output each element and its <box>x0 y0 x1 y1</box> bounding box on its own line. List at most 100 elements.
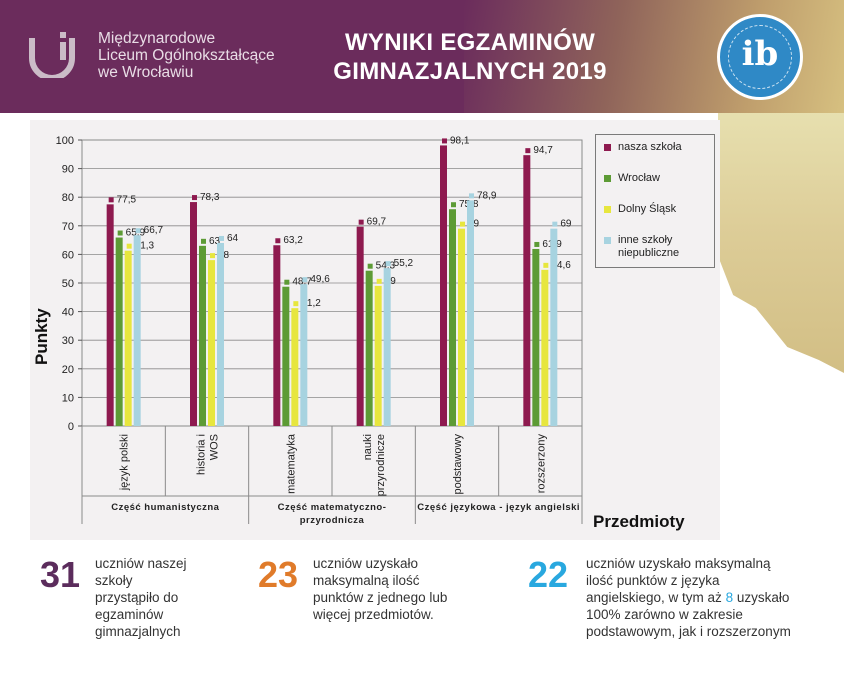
header-banner: Międzynarodowe Liceum Ogólnokształcące w… <box>0 0 844 113</box>
group-label: Część językowa - język angielski <box>417 502 580 513</box>
school-name-line: Międzynarodowe <box>98 30 216 47</box>
data-label-marker <box>201 238 206 244</box>
data-label: 69,7 <box>367 217 387 228</box>
data-label-marker <box>442 138 447 144</box>
data-label-marker <box>469 193 474 199</box>
data-label: 94,7 <box>533 145 553 156</box>
stat-text-line: punktów z jednego lub <box>313 590 448 605</box>
bar-chart: 0 10 20 30 40 50 60 70 80 90 100 77,5 65,9 61,3 66,7 ję… <box>56 135 583 526</box>
bar <box>541 269 549 426</box>
stat-text-line: uczniów uzyskało <box>313 556 419 571</box>
data-label-marker <box>460 221 465 227</box>
data-label: 69 <box>560 219 572 230</box>
legend-swatch <box>604 144 611 151</box>
legend-item: inne szkoły niepubliczne <box>604 234 706 265</box>
title-line: WYNIKI EGZAMINÓW <box>344 29 596 56</box>
data-label: 49,6 <box>310 274 330 285</box>
y-tick-label: 10 <box>62 392 74 404</box>
legend-label: niepubliczne <box>618 247 680 259</box>
stat-text-line: szkoły <box>95 573 133 588</box>
bar <box>190 202 197 426</box>
data-label-marker <box>543 262 549 268</box>
bar <box>374 285 382 426</box>
group-label: przyrodnicza <box>300 515 365 526</box>
bar <box>458 228 465 426</box>
data-label-marker <box>219 235 224 241</box>
stat-text-line: przystąpiło do <box>95 590 179 605</box>
y-tick-label: 30 <box>62 335 74 347</box>
badge-text: ib <box>741 34 779 74</box>
bar <box>199 245 206 426</box>
bar <box>133 235 141 426</box>
data-label-marker <box>376 278 382 284</box>
highlight-number: 8 <box>725 590 734 605</box>
stat-number: 22 <box>528 554 569 595</box>
y-tick-label: 50 <box>62 278 74 290</box>
data-label-marker <box>293 301 299 307</box>
data-label-marker <box>552 221 558 227</box>
stat-text-line: ilość punktów z języka <box>586 573 720 588</box>
bar <box>217 242 224 426</box>
data-label-marker <box>135 228 141 234</box>
stat-number: 31 <box>40 554 81 595</box>
category-label: przyrodnicze <box>375 434 387 496</box>
data-label-marker <box>525 148 531 154</box>
data-label: 66,7 <box>144 225 164 236</box>
data-label-marker <box>275 238 281 244</box>
data-label: 78,3 <box>200 192 220 203</box>
data-label-marker <box>210 253 215 259</box>
chart-area: 0 10 20 30 40 50 60 70 80 90 100 77,5 65,9 61,3 66,7 ję… <box>30 120 720 540</box>
legend-item: Wrocław <box>604 172 706 203</box>
legend-label: Dolny Śląsk <box>618 203 677 215</box>
bar <box>383 268 391 426</box>
data-label-marker <box>358 219 364 225</box>
data-label-marker <box>126 243 132 249</box>
ib-world-school-badge-icon: ib <box>717 14 803 100</box>
bar <box>449 209 456 426</box>
legend-label: Wrocław <box>618 172 660 184</box>
stat-text-line: uczniów uzyskało maksymalną <box>586 556 771 571</box>
data-label: 63,2 <box>283 235 303 246</box>
stat-text-line: egzaminów <box>95 607 164 622</box>
stat-text-line: więcej przedmiotów. <box>313 607 434 622</box>
y-tick-label: 0 <box>68 421 74 433</box>
bar <box>356 226 364 426</box>
chart-legend: nasza szkoła Wrocław Dolny Śląsk inne sz… <box>595 134 715 268</box>
y-tick-label: 90 <box>62 164 74 176</box>
stat-text-line: uczniów naszej <box>95 556 187 571</box>
legend-label: nasza szkoła <box>618 141 682 153</box>
bar <box>300 284 308 426</box>
region-map-decoration <box>718 113 844 373</box>
stat-text-line: angielskiego, w tym aż 8 uzyskało <box>586 589 836 606</box>
data-label: 65,9 <box>126 228 146 239</box>
category-label: rozszerzony <box>535 434 547 494</box>
bar <box>124 250 132 426</box>
data-label: 55,2 <box>394 258 414 269</box>
data-label-marker <box>451 202 456 208</box>
category-label: historia i <box>196 434 208 475</box>
category-label: język polski <box>119 434 131 491</box>
bar <box>467 200 474 426</box>
stat-text: uczniów uzyskało maksymalną ilość punktó… <box>586 555 836 640</box>
school-name: Międzynarodowe Liceum Ogólnokształcące w… <box>98 30 298 81</box>
bar <box>550 228 558 426</box>
data-label-marker <box>367 263 373 269</box>
y-tick-label: 80 <box>62 192 74 204</box>
title-line: GIMNAZJALNYCH 2019 <box>333 58 607 85</box>
stat-text-fragment: angielskiego, w tym aż <box>586 590 726 605</box>
data-label: 64 <box>227 233 239 244</box>
data-label-marker <box>117 230 123 236</box>
x-axis-label: Przedmioty <box>593 512 685 531</box>
data-label: 48,7 <box>292 277 312 288</box>
school-name-line: we Wrocławiu <box>98 64 194 81</box>
stat-text-line: podstawowym, jak i rozszerzonym <box>586 624 791 639</box>
badge-ring <box>728 25 792 89</box>
bar <box>273 245 281 426</box>
y-tick-label: 70 <box>62 221 74 233</box>
category-label: podstawowy <box>452 434 464 495</box>
bar <box>365 270 373 426</box>
legend-item: nasza szkoła <box>604 141 706 172</box>
data-label: 54,3 <box>376 261 396 272</box>
bar <box>291 308 299 426</box>
data-label: 61,3 <box>135 241 155 252</box>
